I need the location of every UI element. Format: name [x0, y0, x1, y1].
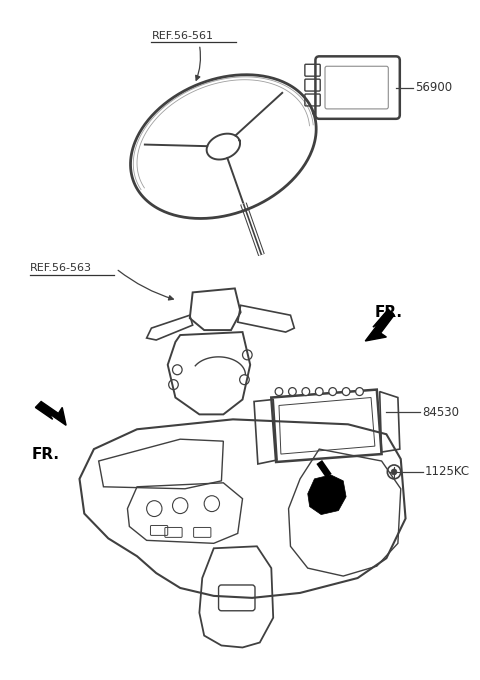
- Text: 84530: 84530: [422, 406, 459, 419]
- Circle shape: [342, 388, 350, 396]
- Circle shape: [391, 469, 397, 475]
- Circle shape: [315, 388, 323, 396]
- Circle shape: [356, 388, 363, 396]
- Circle shape: [275, 388, 283, 396]
- Circle shape: [302, 388, 310, 396]
- Text: REF.56-563: REF.56-563: [30, 262, 92, 273]
- Circle shape: [329, 388, 336, 396]
- Text: 56900: 56900: [415, 81, 452, 94]
- Text: REF.56-561: REF.56-561: [151, 31, 214, 41]
- Text: FR.: FR.: [32, 447, 60, 462]
- Polygon shape: [308, 475, 346, 515]
- Circle shape: [288, 388, 296, 396]
- Polygon shape: [365, 309, 394, 341]
- Polygon shape: [36, 401, 66, 425]
- Text: FR.: FR.: [375, 305, 403, 320]
- Text: 1125KC: 1125KC: [425, 465, 470, 479]
